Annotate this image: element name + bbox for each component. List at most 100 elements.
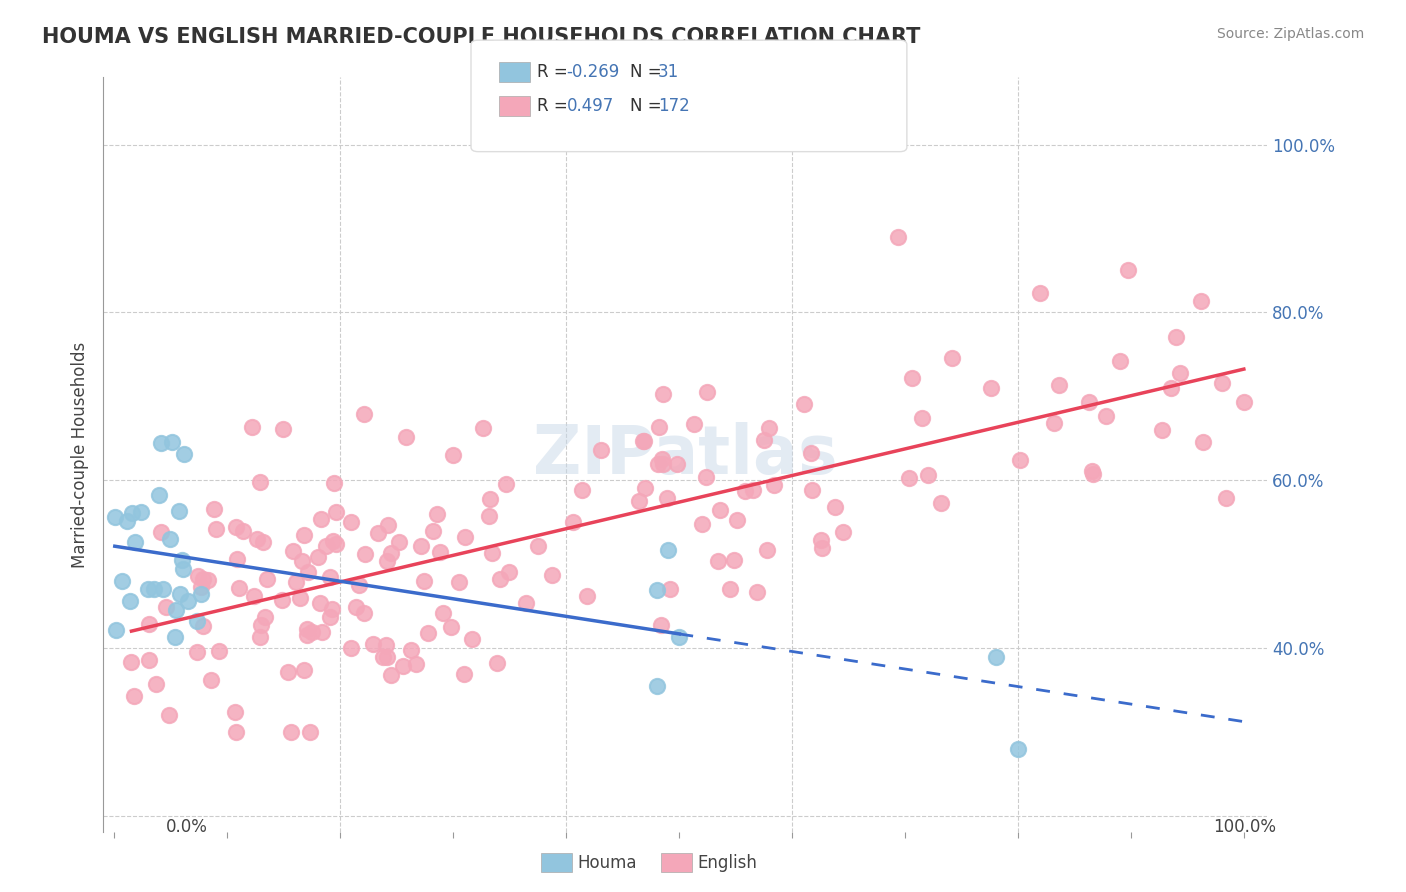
Point [1166, 330, 1188, 344]
Point [295, 622, 318, 636]
Text: English: English [697, 854, 758, 871]
Point [422, 524, 444, 538]
Point [377, 650, 399, 665]
Point [111, 574, 134, 588]
Point [165, 603, 187, 617]
Point [249, 475, 271, 490]
Point [160, 435, 183, 450]
Point [633, 434, 655, 448]
Point [683, 417, 706, 431]
Point [152, 582, 174, 597]
Point [325, 505, 347, 519]
Point [734, 484, 756, 499]
Point [648, 420, 671, 434]
Point [301, 624, 323, 639]
Point [652, 387, 675, 401]
Point [441, 448, 464, 462]
Point [498, 565, 520, 579]
Text: 0.497: 0.497 [567, 97, 614, 115]
Point [1189, 293, 1212, 308]
Point [187, 569, 209, 583]
Point [478, 509, 501, 524]
Point [690, 516, 713, 531]
Point [375, 554, 398, 568]
Point [173, 448, 195, 462]
Point [1095, 409, 1118, 423]
Point [197, 574, 219, 588]
Point [489, 572, 512, 586]
Point [824, 500, 846, 514]
Point [120, 655, 142, 669]
Point [901, 371, 924, 385]
Point [318, 609, 340, 624]
Text: R =: R = [537, 97, 574, 115]
Point [318, 570, 340, 584]
Point [575, 589, 598, 603]
Point [1028, 286, 1050, 301]
Point [353, 407, 375, 421]
Point [224, 706, 246, 720]
Point [105, 623, 128, 637]
Point [177, 594, 200, 608]
Point [655, 491, 678, 505]
Point [281, 544, 304, 558]
Point [228, 581, 250, 595]
Point [495, 477, 517, 491]
Point [929, 496, 952, 510]
Point [745, 585, 768, 599]
Point [426, 507, 449, 521]
Point [354, 547, 377, 561]
Point [668, 630, 690, 644]
Point [481, 546, 503, 560]
Point [309, 596, 332, 610]
Point [1192, 435, 1215, 450]
Point [193, 572, 215, 586]
Point [136, 582, 159, 596]
Point [1007, 741, 1029, 756]
Point [172, 553, 194, 567]
Point [280, 724, 302, 739]
Point [723, 553, 745, 567]
Point [315, 539, 337, 553]
Text: HOUMA VS ENGLISH MARRIED-COUPLE HOUSEHOLDS CORRELATION CHART: HOUMA VS ENGLISH MARRIED-COUPLE HOUSEHOL… [42, 27, 921, 46]
Point [696, 385, 718, 400]
Text: N =: N = [630, 97, 666, 115]
Point [647, 457, 669, 471]
Point [755, 543, 778, 558]
Point [367, 525, 389, 540]
Point [340, 516, 363, 530]
Point [202, 502, 225, 516]
Point [709, 502, 731, 516]
Point [321, 601, 343, 615]
Point [243, 589, 266, 603]
Point [143, 582, 166, 596]
Point [429, 545, 451, 559]
Point [800, 483, 823, 497]
Point [941, 351, 963, 365]
Point [665, 457, 688, 471]
Point [252, 535, 274, 549]
Point [917, 467, 939, 482]
Point [311, 625, 333, 640]
Point [339, 640, 361, 655]
Point [380, 546, 402, 560]
Point [1043, 417, 1066, 431]
Point [1211, 376, 1233, 391]
Point [800, 445, 823, 459]
Point [191, 619, 214, 633]
Point [138, 653, 160, 667]
Point [659, 582, 682, 596]
Text: 0.0%: 0.0% [166, 818, 207, 836]
Point [453, 667, 475, 681]
Point [391, 658, 413, 673]
Text: 31: 31 [658, 63, 679, 81]
Point [810, 533, 832, 548]
Point [763, 477, 786, 491]
Point [104, 509, 127, 524]
Point [793, 397, 815, 411]
Point [271, 593, 294, 607]
Point [325, 536, 347, 550]
Point [167, 504, 190, 518]
Point [186, 645, 208, 659]
Point [447, 574, 470, 589]
